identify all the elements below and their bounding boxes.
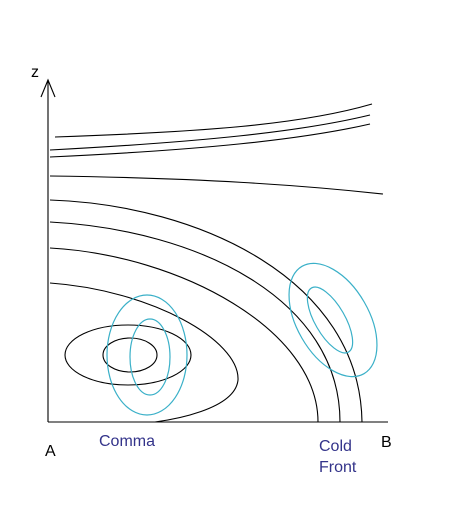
cyan-contours bbox=[106, 262, 378, 416]
isentrope bbox=[49, 123, 371, 158]
contour bbox=[64, 324, 192, 386]
axis-label: z bbox=[31, 64, 39, 81]
front-label: Front bbox=[319, 459, 357, 476]
isentrope bbox=[49, 199, 363, 423]
isentrope bbox=[54, 103, 373, 138]
z-arrow bbox=[40, 78, 56, 98]
contour bbox=[102, 337, 158, 373]
isentropes bbox=[49, 103, 384, 423]
isentrope bbox=[49, 282, 239, 423]
axes bbox=[40, 78, 388, 423]
front-contour bbox=[288, 262, 378, 378]
isentrope bbox=[49, 247, 319, 423]
front-contour bbox=[306, 286, 354, 354]
isentrope bbox=[49, 175, 384, 195]
comma-contour bbox=[106, 294, 188, 416]
comma-contour bbox=[129, 318, 171, 396]
isentrope bbox=[49, 221, 341, 423]
front-label: Cold bbox=[319, 438, 352, 455]
isentrope bbox=[49, 114, 371, 151]
point-label: B bbox=[381, 434, 392, 451]
point-label: A bbox=[45, 443, 56, 460]
comma-label: Comma bbox=[99, 433, 155, 450]
